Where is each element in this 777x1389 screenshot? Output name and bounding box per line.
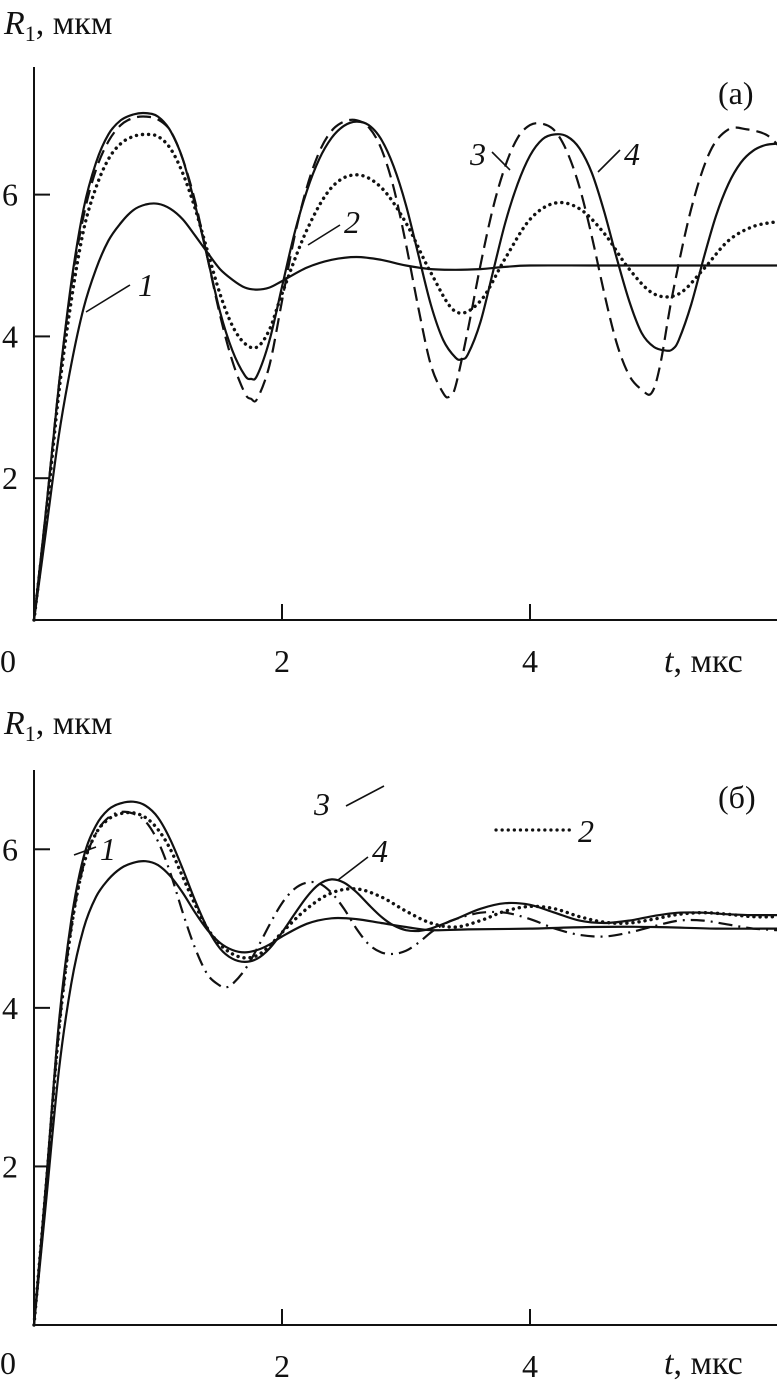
curve-pointer-3-b <box>345 785 385 807</box>
curve-pointer-3-a <box>491 151 511 171</box>
x-axis-label-b: t, мкс <box>664 1345 743 1382</box>
series-line-1 <box>32 860 777 1327</box>
y-tick-label: 4 <box>2 318 18 354</box>
y-tick-label: 4 <box>2 990 18 1026</box>
curve-label-2-b: 2 <box>578 813 594 849</box>
panel-label-a: (а) <box>718 75 754 111</box>
y-tick-label: 6 <box>2 831 18 867</box>
y-tick-label: 2 <box>2 460 18 496</box>
series-line-4 <box>32 800 777 1327</box>
x-tick-label: 2 <box>274 643 290 679</box>
curve-label-1-b: 1 <box>100 831 116 867</box>
x-tick-label: 4 <box>522 643 538 679</box>
y-axis-label-a: R1, мкм <box>3 5 112 46</box>
origin-label-a: 0 <box>0 643 16 679</box>
y-axis-label-b: R1, мкм <box>3 705 112 746</box>
curve-label-3-b: 3 <box>313 786 330 822</box>
x-axis-label-a: t, мкс <box>664 643 743 680</box>
chart-panel-b: R1, мкм (б) 0 t, мкс 2 4 2 4 6 1 2 3 4 <box>0 705 777 1384</box>
series-line-1 <box>32 202 777 622</box>
x-tick-label: 2 <box>274 1348 290 1384</box>
curve-label-1-a: 1 <box>138 267 154 303</box>
curve-label-4-b: 4 <box>372 833 388 869</box>
chart-panel-a: R1, мкм (а) 0 t, мкс 2 4 2 4 6 1 2 3 4 <box>0 5 777 680</box>
curve-pointer-1-a <box>85 284 131 313</box>
panel-label-b: (б) <box>718 779 756 815</box>
series-line-3 <box>32 115 777 621</box>
series-line-3 <box>32 810 777 1326</box>
curve-pointer-4-a <box>597 149 621 173</box>
curve-pointer-1-b <box>73 846 97 856</box>
curve-pointer-4-b <box>337 856 369 881</box>
curve-label-2-a: 2 <box>344 204 360 240</box>
curve-label-3-a: 3 <box>469 136 486 172</box>
series-line-2 <box>32 810 777 1327</box>
y-tick-label: 2 <box>2 1148 18 1184</box>
curve-label-4-a: 4 <box>624 136 640 172</box>
series-line-4 <box>32 111 777 622</box>
x-tick-label: 4 <box>522 1348 538 1384</box>
curve-pointer-2-a <box>307 224 341 246</box>
origin-label-b: 0 <box>0 1345 16 1381</box>
y-tick-label: 6 <box>2 177 18 213</box>
